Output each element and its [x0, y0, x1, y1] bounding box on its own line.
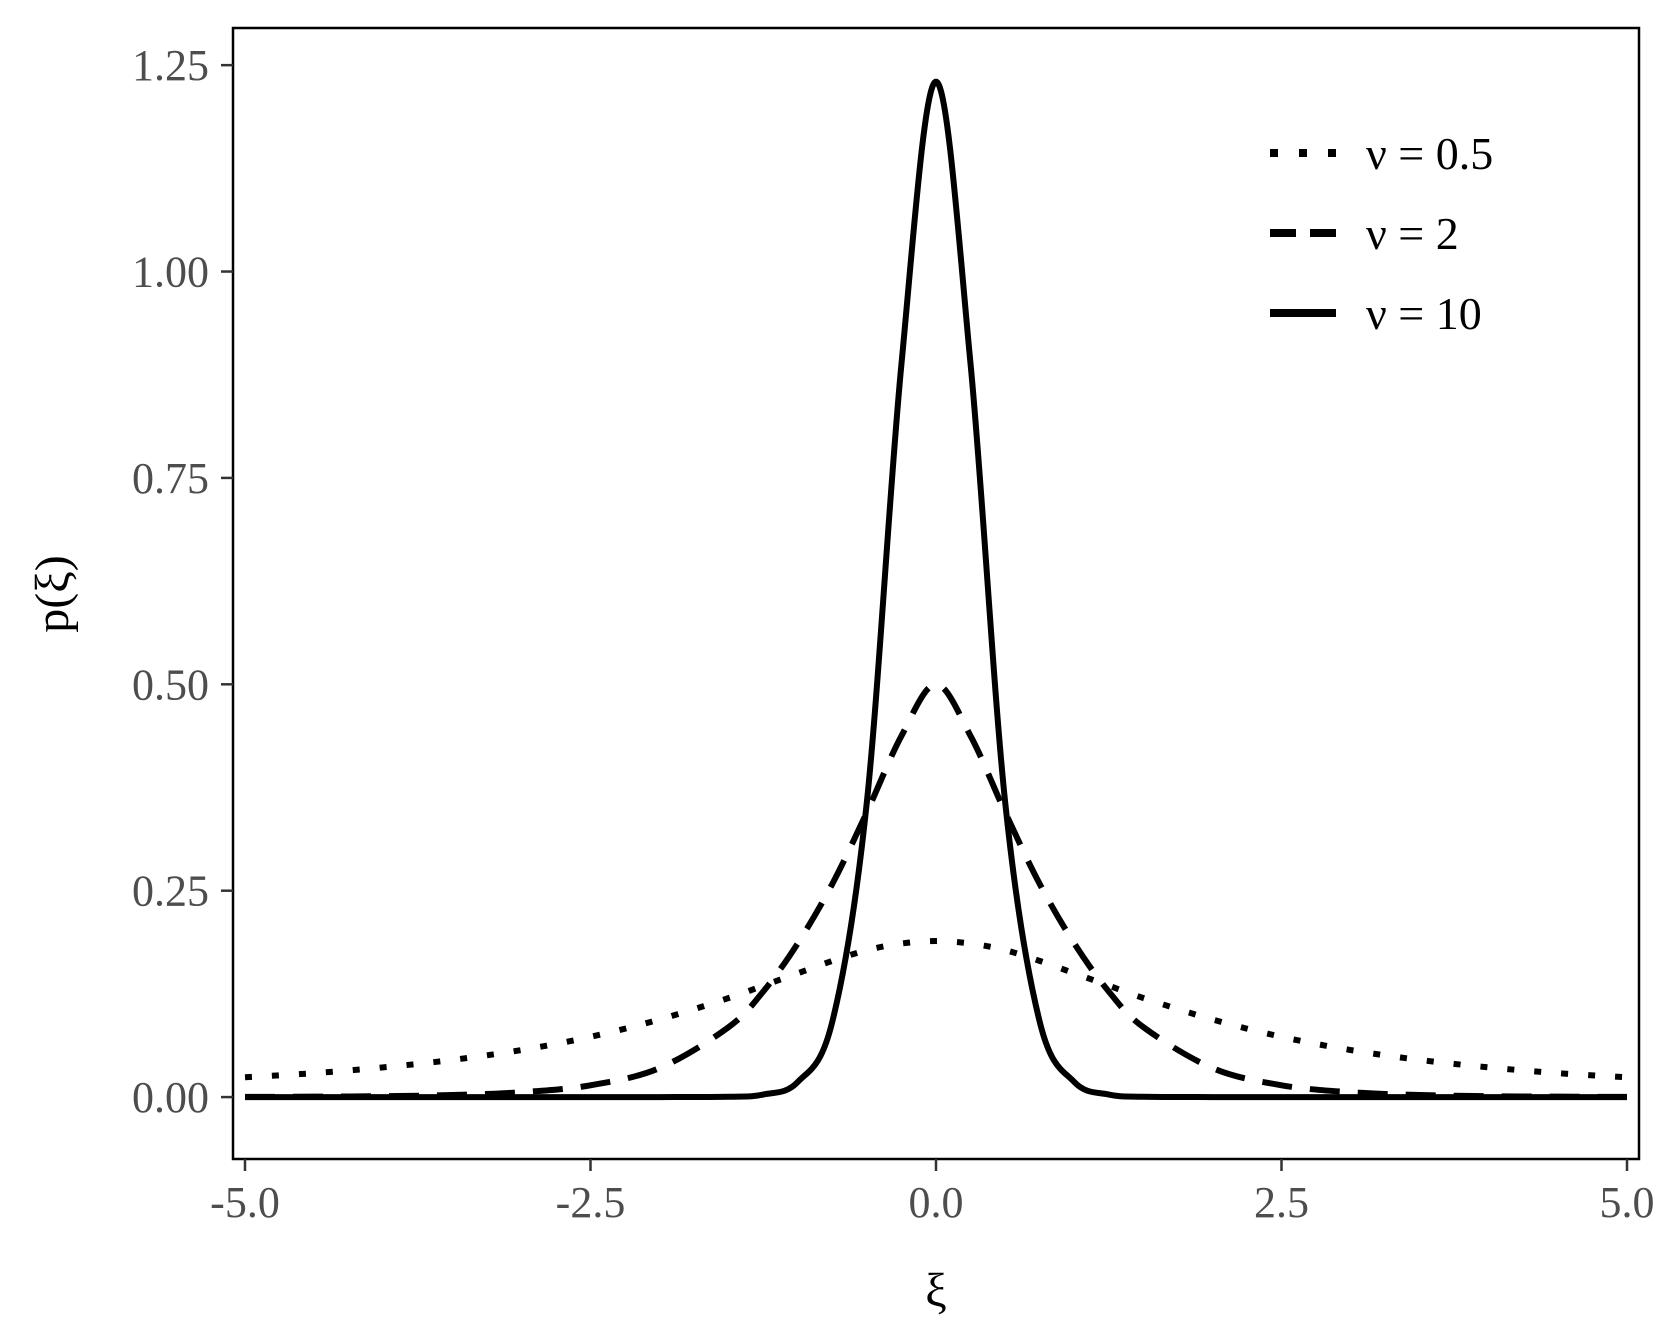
x-tick-label: -2.5 — [556, 1178, 626, 1227]
legend-label-3: ν = 10 — [1366, 288, 1482, 339]
y-axis-title: p(ξ) — [26, 555, 79, 632]
y-tick-label: 1.25 — [132, 41, 209, 90]
x-tick-label: 2.5 — [1254, 1178, 1309, 1227]
y-tick-label: 1.00 — [132, 248, 209, 297]
legend-label-2: ν = 2 — [1366, 208, 1459, 259]
series-line-1 — [244, 938, 1628, 1081]
y-tick-label: 0.00 — [132, 1073, 209, 1122]
y-tick-label: 0.50 — [132, 660, 209, 709]
series-lines — [244, 78, 1628, 1101]
x-tick-label: -5.0 — [210, 1178, 280, 1227]
legend-label-1: ν = 0.5 — [1366, 128, 1493, 179]
series-line-3 — [245, 78, 1627, 1101]
x-axis: -5.0 -2.5 0.0 2.5 5.0 — [210, 1159, 1655, 1227]
y-axis: 0.00 0.25 0.50 0.75 1.00 1.25 — [132, 41, 233, 1122]
legend: ν = 0.5 ν = 2 ν = 10 — [1270, 128, 1493, 339]
y-tick-label: 0.75 — [132, 454, 209, 503]
x-axis-title: ξ — [925, 1264, 946, 1317]
x-tick-label: 5.0 — [1600, 1178, 1655, 1227]
x-tick-label: 0.0 — [909, 1178, 964, 1227]
y-tick-label: 0.25 — [132, 867, 209, 916]
series-line-2 — [244, 681, 1628, 1100]
plot-border — [231, 26, 1641, 1161]
